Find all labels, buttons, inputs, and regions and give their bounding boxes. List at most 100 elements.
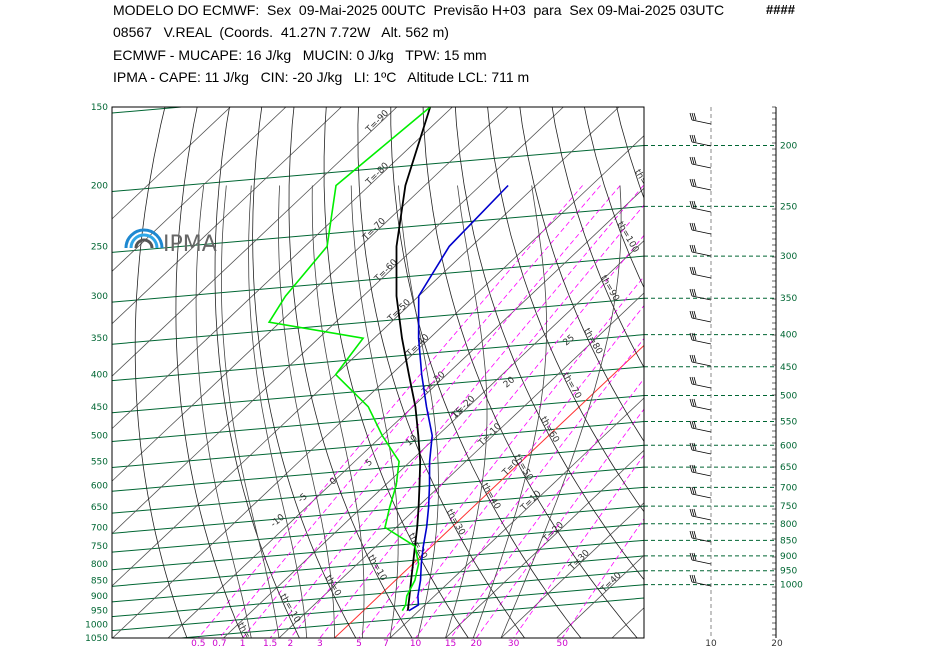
moist-adiabat-line bbox=[311, 185, 365, 638]
wind-barb-feather bbox=[691, 156, 695, 165]
wind-barb-feather bbox=[689, 244, 693, 253]
dry-adiabat-line bbox=[175, 107, 244, 638]
pressure-label-left: 300 bbox=[91, 292, 108, 302]
isobar-line bbox=[112, 555, 644, 603]
logo-arc-inner bbox=[134, 238, 154, 249]
wind-barb-feather bbox=[693, 332, 697, 341]
isobar-line bbox=[112, 334, 644, 382]
pressure-label-right: 200 bbox=[780, 142, 797, 152]
isotherm-line bbox=[500, 502, 644, 638]
pressure-label-left: 600 bbox=[91, 481, 108, 491]
pressure-label-right: 800 bbox=[780, 520, 797, 530]
pressure-label-right: 450 bbox=[780, 363, 797, 373]
wind-barb-shaft bbox=[691, 449, 712, 455]
logo-arc-middle bbox=[129, 233, 159, 249]
wind-barb-feather bbox=[691, 398, 695, 407]
mixing-ratio-tick: 50 bbox=[556, 639, 568, 649]
pressure-label-right: 250 bbox=[780, 202, 797, 212]
wind-barb bbox=[689, 442, 712, 455]
wind-barb bbox=[689, 552, 712, 565]
wind-barb-feather bbox=[691, 332, 695, 341]
mixing-ratio-line bbox=[358, 275, 644, 638]
wind-barb-feather bbox=[693, 200, 697, 209]
isotherm-line bbox=[112, 135, 644, 638]
pressure-label-left: 800 bbox=[91, 560, 108, 570]
wind-barb-feather bbox=[689, 464, 693, 473]
pressure-label-left: 950 bbox=[91, 607, 108, 617]
moist-adiabat-label: 20 bbox=[502, 375, 517, 390]
mixing-ratio-tick: 30 bbox=[508, 639, 520, 649]
moist-adiabat-line bbox=[195, 185, 252, 638]
dry-adiabat-line bbox=[519, 107, 644, 443]
mixing-ratio-tick: 2 bbox=[287, 639, 293, 649]
dry-adiabat-label: th=30 bbox=[444, 508, 467, 538]
wind-barb-feather bbox=[689, 156, 693, 165]
moist-adiabat-line bbox=[248, 185, 308, 638]
wind-barb-feather bbox=[689, 266, 693, 275]
wind-barb-feather bbox=[693, 156, 697, 165]
wind-barb-feather bbox=[693, 222, 697, 231]
dry-adiabat-label: th=-20 bbox=[235, 621, 260, 653]
wind-barb-shaft bbox=[691, 581, 712, 587]
wind-barb-feather bbox=[689, 310, 693, 319]
logo-arc-outer bbox=[124, 228, 164, 249]
wind-barb-feather bbox=[691, 310, 695, 319]
wind-barb-feather bbox=[689, 508, 693, 517]
wind-barb-feather bbox=[691, 134, 695, 143]
pressure-label-right: 1000 bbox=[780, 581, 803, 591]
pressure-label-right: 600 bbox=[780, 441, 797, 451]
wind-barb bbox=[689, 112, 712, 125]
mixing-ratio-tick: 10 bbox=[410, 639, 422, 649]
wind-barb-feather bbox=[693, 288, 697, 297]
isotherm-line bbox=[112, 107, 398, 377]
wind-barb-feather bbox=[691, 442, 695, 451]
isotherm-line bbox=[222, 240, 644, 638]
isobar-line bbox=[175, 597, 644, 638]
wind-barb-feather bbox=[691, 376, 695, 385]
isotherm-line bbox=[112, 107, 342, 325]
dry-adiabat-label: th=40 bbox=[479, 482, 502, 512]
wind-barb bbox=[689, 464, 712, 477]
header-ipma-indices: IPMA - CAPE: 11 J/kg CIN: -20 J/kg LI: 1… bbox=[113, 69, 530, 85]
dry-adiabat-line bbox=[487, 107, 644, 513]
wind-barb-shaft bbox=[691, 361, 712, 367]
wind-barb-feather bbox=[693, 420, 697, 429]
pressure-label-right: 650 bbox=[780, 463, 797, 473]
pressure-label-left: 1000 bbox=[85, 621, 108, 631]
pressure-label-left: 350 bbox=[91, 334, 108, 344]
isobar-line bbox=[112, 107, 188, 114]
isobar-line bbox=[112, 523, 644, 571]
wind-barb bbox=[689, 486, 712, 499]
pressure-label-right: 700 bbox=[780, 483, 797, 493]
wind-barb-shaft bbox=[691, 273, 712, 279]
wind-barb-feather bbox=[693, 552, 697, 561]
wind-barb bbox=[689, 508, 712, 521]
mixing-ratio-tick: 7 bbox=[383, 639, 389, 649]
wind-barb-feather bbox=[689, 134, 693, 143]
parcel-curve bbox=[395, 107, 432, 611]
wind-barb-feather bbox=[693, 442, 697, 451]
wind-barb-feather bbox=[689, 420, 693, 429]
moist-adiabat-label: 25 bbox=[562, 333, 577, 348]
header-title: MODELO DO ECMWF: Sex 09-Mai-2025 00UTC P… bbox=[113, 2, 725, 18]
isotherm-line bbox=[611, 607, 644, 638]
wind-barb-shaft bbox=[691, 163, 712, 169]
dry-adiabat-line bbox=[422, 107, 638, 638]
ipma-logo: IPMA bbox=[124, 228, 217, 257]
wind-barb-shaft bbox=[691, 119, 712, 125]
wind-barb-feather bbox=[691, 420, 695, 429]
wind-barb-feather bbox=[691, 574, 695, 583]
wind-barb-feather bbox=[689, 376, 693, 385]
isobar-line bbox=[112, 395, 644, 443]
wind-barb-feather bbox=[693, 112, 697, 121]
pressure-label-left: 700 bbox=[91, 523, 108, 533]
pressure-label-left: 400 bbox=[91, 371, 108, 381]
mixing-ratio-line bbox=[513, 454, 644, 638]
wind-barb-feather bbox=[693, 508, 697, 517]
mixing-ratio-line bbox=[197, 185, 583, 638]
wind-barb-feather bbox=[693, 266, 697, 275]
mixing-ratio-tick: 20 bbox=[471, 639, 483, 649]
wind-barb-shaft bbox=[691, 295, 712, 301]
pressure-label-right: 750 bbox=[780, 502, 797, 512]
wind-barb-feather bbox=[691, 222, 695, 231]
